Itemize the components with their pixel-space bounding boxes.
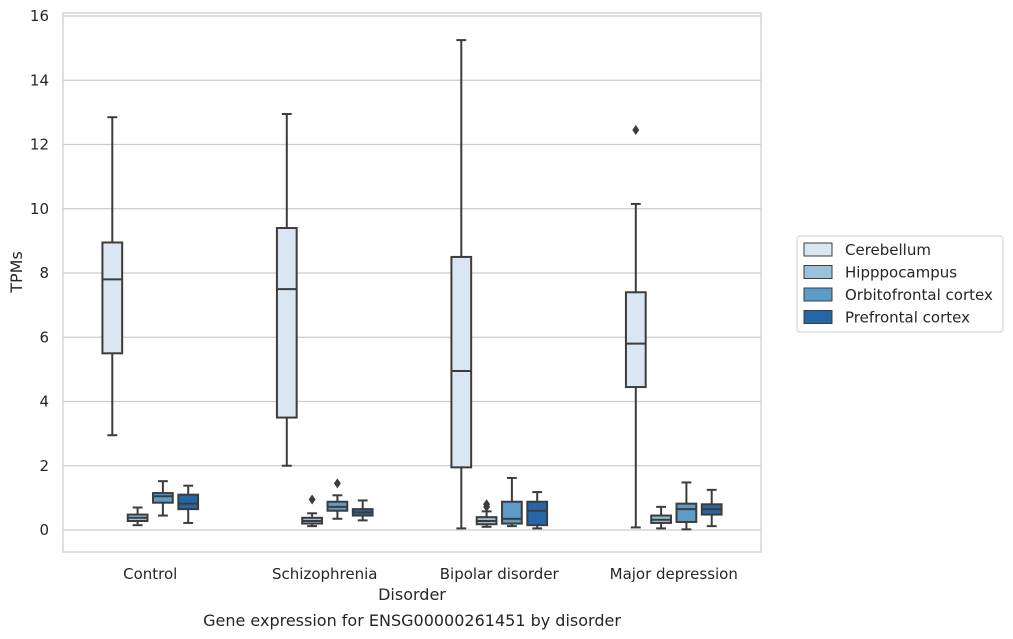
- box-3-1: [650, 505, 672, 530]
- chart-caption: Gene expression for ENSG00000261451 by d…: [203, 611, 621, 630]
- box-3-0: [624, 125, 647, 529]
- legend-frame: [796, 235, 1004, 333]
- x-tick-labels: Control Schizophrenia Bipolar disorder Majo…: [123, 565, 738, 583]
- box-body: [101, 241, 124, 355]
- grid-lines: [63, 15, 761, 531]
- legend-swatch-2: [803, 287, 833, 302]
- box-2-0: [450, 39, 473, 530]
- box-body: [526, 500, 549, 527]
- legend-label-2: Orbitofrontal cortex: [845, 286, 993, 304]
- box-body: [177, 493, 200, 511]
- box-0-3: [177, 484, 200, 524]
- box-1-1: [301, 494, 323, 528]
- legend-swatch-1: [803, 265, 833, 279]
- y-tick-label-2: 2: [39, 457, 49, 475]
- box-0-1: [126, 506, 149, 527]
- legend-swatch-0: [803, 242, 833, 257]
- y-tick-label-16: 16: [30, 7, 49, 25]
- box-1-0: [275, 112, 298, 467]
- box-layer: [101, 39, 723, 531]
- legend-label-1: Hipppocampus: [845, 264, 957, 282]
- x-tick-label-0: Control: [123, 565, 177, 583]
- box-3-2: [675, 481, 698, 531]
- y-tick-label-6: 6: [39, 328, 49, 346]
- box-body: [450, 255, 473, 469]
- y-tick-label-14: 14: [30, 71, 49, 89]
- y-axis-label: TPMs: [7, 251, 26, 294]
- box-body: [501, 500, 523, 525]
- y-tick-label-10: 10: [30, 200, 49, 218]
- box-0-0: [101, 116, 124, 437]
- box-3-3: [700, 488, 723, 528]
- outlier-1: [483, 499, 491, 510]
- box-1-2: [326, 478, 349, 520]
- box-2-1: [475, 499, 498, 528]
- outlier-0: [308, 494, 316, 505]
- plot-area-frame: [62, 12, 762, 553]
- legend-swatch-3: [803, 310, 833, 324]
- x-tick-label-1: Schizophrenia: [272, 565, 377, 583]
- y-tick-label-8: 8: [39, 264, 49, 282]
- box-0-2: [152, 480, 174, 517]
- y-tick-label-0: 0: [39, 521, 49, 539]
- legend-label-3: Prefrontal cortex: [845, 309, 970, 327]
- legend-label-0: Cerebellum: [845, 241, 931, 259]
- box-body: [152, 492, 174, 504]
- outlier-0: [333, 478, 341, 489]
- y-tick-labels: 0 2 4 6 8 10 12 14 16: [30, 7, 49, 539]
- outlier-0: [632, 125, 640, 136]
- box-body: [275, 227, 298, 419]
- box-body: [675, 502, 698, 523]
- box-1-3: [351, 499, 374, 522]
- legend: Cerebellum Hipppocampus Orbitofrontal cort…: [796, 235, 1004, 333]
- x-tick-label-2: Bipolar disorder: [440, 565, 560, 583]
- box-body: [624, 291, 647, 389]
- x-tick-label-3: Major depression: [610, 565, 738, 583]
- y-tick-label-4: 4: [39, 393, 49, 411]
- box-2-3: [526, 491, 549, 530]
- box-2-2: [501, 476, 523, 528]
- y-tick-label-12: 12: [30, 136, 49, 154]
- x-axis-label: Disorder: [378, 585, 446, 604]
